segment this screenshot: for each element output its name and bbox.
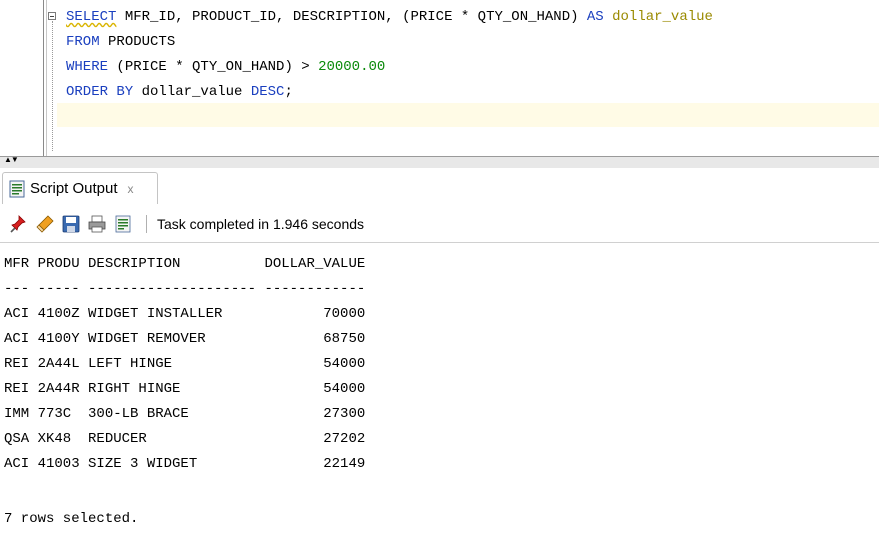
code-text: PRODUCTS bbox=[99, 34, 176, 50]
keyword-order-by: ORDER BY bbox=[66, 84, 134, 100]
panel-splitter[interactable]: ▲▼ bbox=[0, 156, 879, 169]
result-row: QSA XK48 REDUCER 27202 bbox=[4, 431, 366, 447]
code-line-1[interactable]: SELECT MFR_ID, PRODUCT_ID, DESCRIPTION, … bbox=[66, 6, 713, 28]
code-line-2[interactable]: FROM PRODUCTS bbox=[66, 31, 175, 53]
result-row: ACI 4100Z WIDGET INSTALLER 70000 bbox=[4, 306, 366, 322]
editor-margin-line bbox=[46, 0, 47, 156]
code-text: MFR_ID, PRODUCT_ID, DESCRIPTION, (PRICE … bbox=[116, 9, 587, 25]
print-button[interactable] bbox=[86, 213, 108, 235]
editor-gutter bbox=[0, 0, 44, 156]
code-line-3[interactable]: WHERE (PRICE * QTY_ON_HAND) > 20000.00 bbox=[66, 56, 385, 78]
code-text: (PRICE * QTY_ON_HAND) > bbox=[108, 59, 319, 75]
task-status: Task completed in 1.946 seconds bbox=[157, 216, 365, 232]
sql-editor[interactable]: SELECT MFR_ID, PRODUCT_ID, DESCRIPTION, … bbox=[0, 0, 879, 156]
output-toolbar: Task completed in 1.946 seconds bbox=[0, 206, 879, 243]
alias-identifier: dollar_value bbox=[612, 9, 713, 25]
result-row: IMM 773C 300-LB BRACE 27300 bbox=[4, 406, 366, 422]
code-text bbox=[604, 9, 612, 25]
eraser-icon bbox=[36, 215, 54, 233]
code-line-4[interactable]: ORDER BY dollar_value DESC; bbox=[66, 81, 293, 103]
output-tabbar: Script Output x bbox=[0, 168, 879, 207]
pin-icon bbox=[10, 215, 26, 233]
result-row: ACI 41003 SIZE 3 WIDGET 22149 bbox=[4, 456, 366, 472]
result-row: REI 2A44R RIGHT HINGE 54000 bbox=[4, 381, 366, 397]
print-icon bbox=[88, 215, 106, 233]
tab-label: Script Output bbox=[30, 180, 118, 197]
keyword-as: AS bbox=[586, 9, 604, 25]
result-row: REI 2A44L LEFT HINGE 54000 bbox=[4, 356, 366, 372]
keyword-where: WHERE bbox=[66, 59, 109, 75]
keyword-from: FROM bbox=[66, 34, 100, 50]
save-button[interactable] bbox=[60, 213, 82, 235]
current-line-highlight bbox=[57, 103, 879, 127]
numeric-literal: 20000.00 bbox=[318, 59, 386, 75]
pin-button[interactable] bbox=[8, 213, 30, 235]
keyword-select: SELECT bbox=[66, 9, 117, 25]
fold-guide-line bbox=[52, 21, 53, 151]
load-script-button[interactable] bbox=[112, 213, 134, 235]
rows-selected-message: 7 rows selected. bbox=[4, 511, 139, 527]
code-text: ; bbox=[284, 84, 293, 100]
fold-collapse-icon[interactable] bbox=[48, 12, 56, 20]
script-icon bbox=[115, 215, 131, 233]
splitter-arrows-icon[interactable]: ▲▼ bbox=[4, 155, 19, 164]
result-row: ACI 4100Y WIDGET REMOVER 68750 bbox=[4, 331, 366, 347]
keyword-desc: DESC bbox=[250, 84, 285, 100]
script-output-text: MFR PRODU DESCRIPTION DOLLAR_VALUE --- -… bbox=[0, 244, 879, 537]
save-icon bbox=[62, 215, 80, 233]
toolbar-divider bbox=[146, 215, 147, 233]
close-icon[interactable]: x bbox=[127, 181, 134, 196]
tab-script-output[interactable]: Script Output x bbox=[2, 172, 158, 204]
result-separator: --- ----- -------------------- ---------… bbox=[4, 281, 366, 297]
script-output-icon bbox=[9, 180, 25, 197]
result-header: MFR PRODU DESCRIPTION DOLLAR_VALUE bbox=[4, 256, 366, 272]
code-text: dollar_value bbox=[133, 84, 251, 100]
clear-button[interactable] bbox=[34, 213, 56, 235]
